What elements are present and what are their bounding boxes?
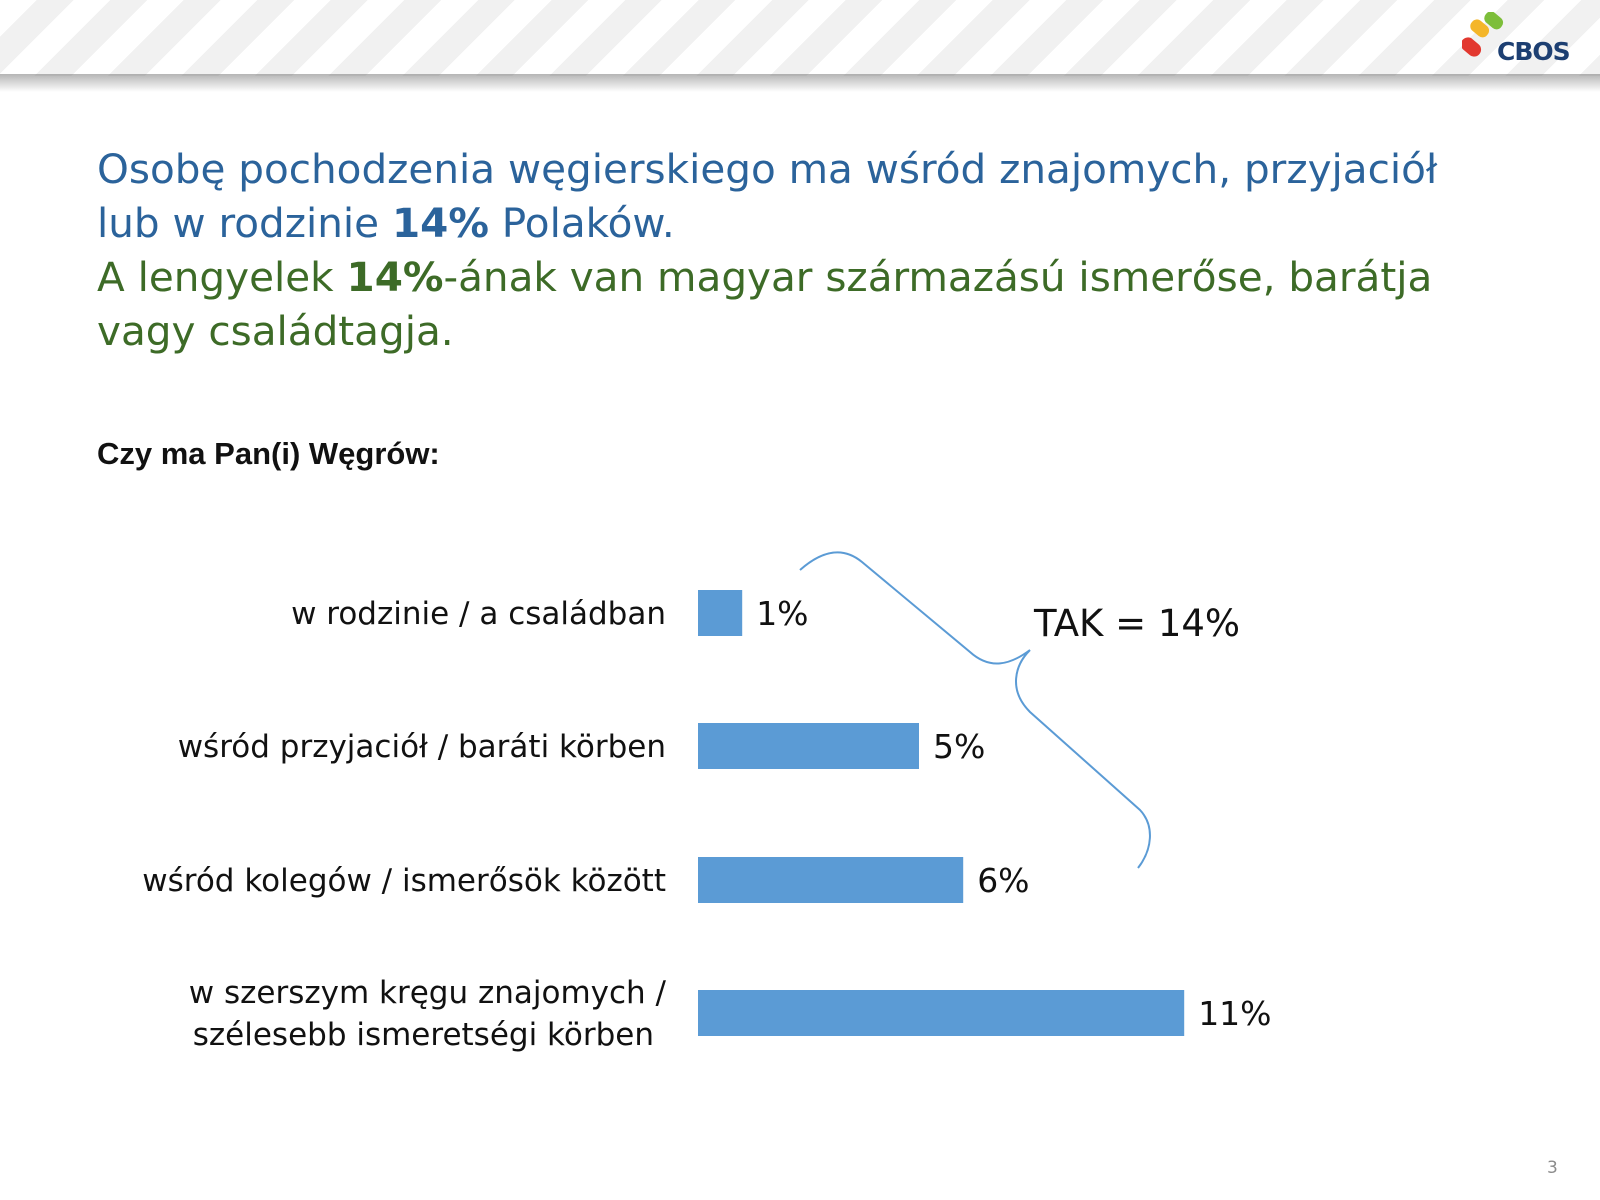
value-label-3: 6% xyxy=(977,861,1029,900)
bar-4 xyxy=(698,990,1185,1036)
value-label-4: 11% xyxy=(1198,994,1271,1033)
headline-hungarian-percent: 14% xyxy=(346,253,444,301)
logo-red-mark xyxy=(1462,37,1482,57)
category-label-1: w rodzinie / a családban xyxy=(291,596,666,632)
group-bracket xyxy=(799,551,1151,869)
headline-hungarian-line-2: vagy családtagja. xyxy=(97,307,454,355)
value-label-1: 1% xyxy=(756,594,808,633)
category-label-3: wśród kolegów / ismerősök között xyxy=(142,863,666,899)
cbos-logo xyxy=(1462,12,1504,57)
survey-question: Czy ma Pan(i) Węgrów: xyxy=(97,436,440,471)
value-label-2: 5% xyxy=(933,727,985,766)
header-divider xyxy=(0,74,1600,92)
category-label-4-line-2: szélesebb ismeretségi körben xyxy=(193,1017,654,1053)
headline-hungarian-text: A lengyelek xyxy=(97,253,347,301)
headline-polish-end: Polaków. xyxy=(488,199,675,247)
page-number: 3 xyxy=(1547,1158,1558,1178)
headline-polish-line-2: lub w rodzinie 14% Polaków. xyxy=(97,196,1537,250)
category-label-4-line-1: w szerszym kręgu znajomych / xyxy=(189,975,667,1011)
headline-polish-text: lub w rodzinie xyxy=(97,199,392,247)
headline-polish-line-1: Osobę pochodzenia węgierskiego ma wśród … xyxy=(97,145,1438,193)
category-label-2: wśród przyjaciół / baráti körben xyxy=(178,729,666,765)
bar-2 xyxy=(698,723,919,769)
bar-1 xyxy=(698,590,743,636)
logo-yellow-mark xyxy=(1470,19,1490,38)
headline-hungarian-line-1: A lengyelek 14%-ának van magyar származá… xyxy=(97,250,1537,304)
headline-polish-percent: 14% xyxy=(391,199,489,247)
headline-hungarian-end: -ának van magyar származású ismerőse, ba… xyxy=(443,253,1433,301)
headline: Osobę pochodzenia węgierskiego ma wśród … xyxy=(97,142,1537,358)
logo-green-mark xyxy=(1484,12,1504,30)
logo-text: CBOS xyxy=(1497,37,1571,66)
bar-3 xyxy=(698,857,964,903)
total-annotation: TAK = 14% xyxy=(1033,602,1240,645)
header-band xyxy=(0,0,1600,76)
